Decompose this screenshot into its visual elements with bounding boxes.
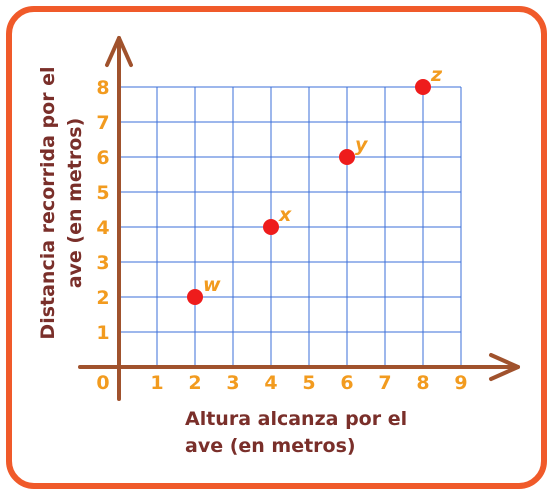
- y-tick-label: 2: [96, 287, 109, 309]
- data-point-x: [263, 219, 279, 235]
- y-tick-label: 4: [96, 217, 109, 239]
- x-axis-title-line-2: ave (en metros): [185, 435, 356, 457]
- y-axis-arrow: [105, 36, 133, 67]
- x-tick-label: 7: [378, 372, 391, 394]
- data-point-z: [415, 79, 431, 95]
- y-tick-label: 8: [96, 77, 109, 99]
- y-axis-title-line-2: ave (en metros): [64, 118, 86, 289]
- y-tick-label: 5: [96, 182, 109, 204]
- point-label-z: z: [430, 64, 443, 86]
- point-label-x: x: [278, 204, 292, 226]
- x-axis-title-line-1: Altura alcanza por el: [185, 408, 407, 430]
- x-tick-label: 1: [150, 372, 163, 394]
- point-label-y: y: [355, 134, 369, 156]
- x-tick-label: 9: [454, 372, 467, 394]
- x-tick-label: 8: [416, 372, 429, 394]
- x-tick-label: 4: [264, 372, 277, 394]
- point-label-w: w: [203, 274, 221, 296]
- y-axis-title-line-1: Distancia recorrida por el: [37, 66, 59, 339]
- data-point-w: [187, 289, 203, 305]
- y-tick-label: 3: [96, 252, 109, 274]
- y-tick-label: 6: [96, 147, 109, 169]
- data-points: w x y z: [187, 64, 443, 305]
- x-tick-label: 0: [96, 372, 109, 394]
- y-tick-labels: 1 2 3 4 5 6 7 8: [96, 77, 109, 344]
- x-axis-arrow: [489, 353, 520, 381]
- x-tick-label: 2: [188, 372, 201, 394]
- x-tick-labels: 0 1 2 3 4 5 6 7 8 9: [96, 372, 467, 394]
- x-tick-label: 5: [302, 372, 315, 394]
- data-point-y: [339, 149, 355, 165]
- grid: [119, 86, 462, 367]
- axes: [78, 36, 520, 401]
- y-tick-label: 7: [96, 112, 109, 134]
- y-tick-label: 1: [96, 322, 109, 344]
- x-tick-label: 3: [226, 372, 239, 394]
- x-tick-label: 6: [340, 372, 353, 394]
